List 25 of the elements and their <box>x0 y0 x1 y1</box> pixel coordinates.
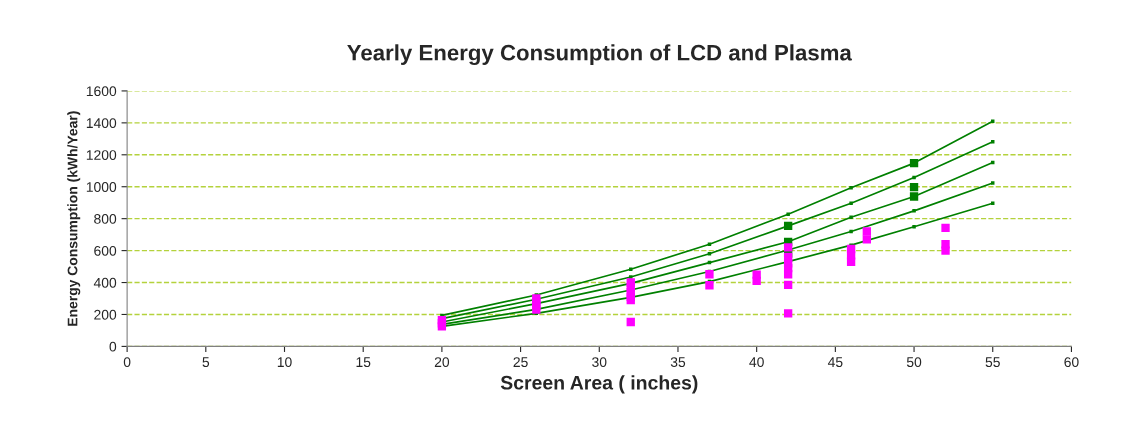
chart-title: Yearly Energy Consumption of LCD and Plasma <box>347 44 852 66</box>
y-tick-label: 600 <box>94 245 117 256</box>
y-tick-label: 800 <box>94 214 117 224</box>
x-tick-label: 30 <box>592 357 607 368</box>
y-axis-title: Energy Consumption (kWh/Year) <box>67 111 81 326</box>
x-tick-label: 25 <box>513 357 528 368</box>
y-tick-label: 1400 <box>86 118 117 129</box>
y-tick-label: 1000 <box>86 182 117 192</box>
y-tick-label: 1600 <box>86 86 117 97</box>
x-tick-label: 0 <box>123 357 131 368</box>
y-tick-label: 0 <box>109 341 117 352</box>
y-tick-label: 200 <box>94 309 117 320</box>
x-tick-label: 50 <box>906 357 922 368</box>
x-tick-label: 35 <box>670 357 686 368</box>
x-tick-label: 15 <box>356 357 371 368</box>
x-tick-label: 40 <box>749 357 764 368</box>
x-axis-title: Screen Area ( inches) <box>500 375 698 394</box>
y-tick-label: 1200 <box>86 150 117 160</box>
x-tick-label: 55 <box>985 357 1000 368</box>
x-tick-label: 20 <box>434 357 450 368</box>
x-tick-label: 60 <box>1064 357 1079 368</box>
x-tick-label: 5 <box>202 357 210 368</box>
x-tick-label: 45 <box>827 357 843 368</box>
y-tick-label: 400 <box>93 277 117 288</box>
x-tick-label: 10 <box>277 357 292 368</box>
